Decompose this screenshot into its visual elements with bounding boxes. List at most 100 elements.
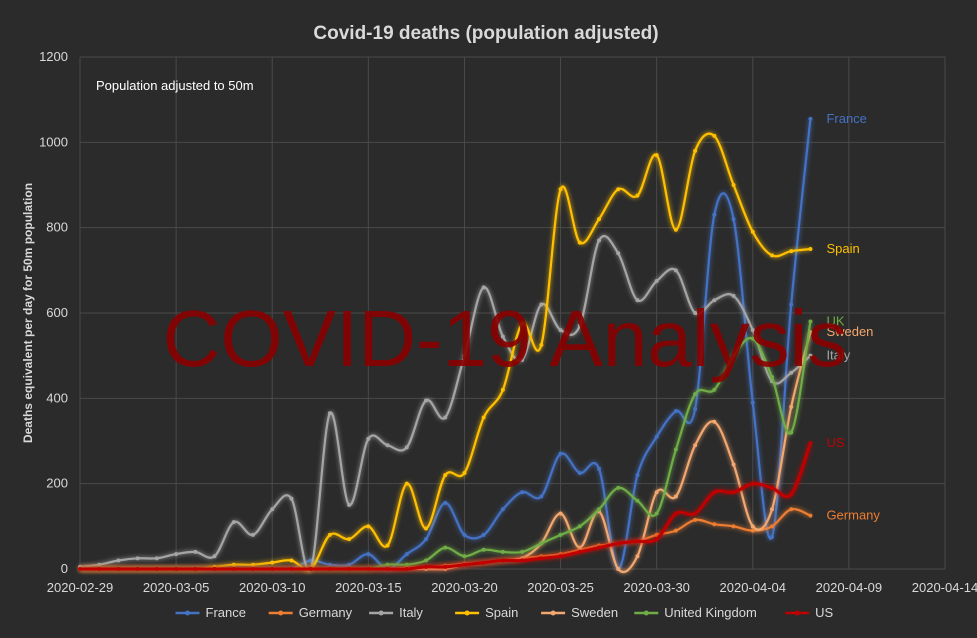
data-point (327, 411, 332, 416)
data-point (212, 554, 217, 559)
series-line (79, 234, 812, 572)
data-point (712, 490, 717, 495)
data-point (808, 116, 813, 121)
data-point (712, 419, 717, 424)
data-point (693, 407, 698, 411)
data-point (174, 552, 179, 557)
data-point (539, 302, 544, 307)
data-point (520, 357, 525, 362)
data-point (481, 285, 486, 290)
y-tick-label: 200 (46, 476, 68, 491)
data-point (673, 447, 678, 452)
data-point (462, 471, 467, 475)
data-point (693, 148, 698, 153)
data-point (712, 387, 717, 392)
data-point (558, 187, 563, 192)
data-point (673, 528, 678, 533)
data-point (347, 503, 352, 507)
y-axis-label: Deaths equivalent per day for 50m popula… (21, 183, 35, 443)
data-point (135, 556, 140, 561)
legend-label: United Kingdom (664, 605, 757, 620)
series-end-label: Germany (826, 508, 880, 523)
data-point (789, 370, 794, 375)
data-point (789, 430, 794, 435)
data-point (558, 451, 563, 456)
data-point (654, 490, 659, 495)
data-point (539, 556, 544, 561)
series-end-label: UK (826, 314, 844, 329)
y-tick-label: 400 (46, 390, 68, 405)
data-point (78, 567, 82, 571)
data-point (654, 532, 659, 537)
data-point (366, 436, 371, 441)
data-point (308, 567, 313, 571)
data-point (481, 560, 486, 565)
data-point (577, 524, 582, 529)
data-point (443, 500, 448, 505)
axes: 0 200 400 600 800 1000 1200 2020-02-29 2020-03-0… (39, 49, 977, 595)
data-point (462, 353, 467, 358)
data-point (635, 498, 640, 503)
data-point (424, 564, 428, 569)
data-point (693, 311, 698, 315)
series-italy (78, 234, 813, 572)
data-point (577, 545, 582, 550)
data-point (289, 567, 294, 571)
series-end-label: Sweden (826, 324, 873, 339)
data-point (731, 462, 736, 467)
data-point (731, 293, 736, 298)
data-point (558, 554, 563, 559)
legend-label: Sweden (571, 605, 618, 620)
data-point (770, 485, 774, 490)
data-point (135, 567, 140, 571)
data-point (558, 532, 563, 537)
data-point (750, 524, 755, 529)
legend-marker (464, 610, 470, 616)
data-point (808, 247, 813, 251)
x-tick-label: 2020-04-09 (816, 580, 883, 595)
series-end-label: Spain (826, 241, 859, 256)
x-tick-label: 2020-04-14 (912, 580, 977, 595)
data-point (443, 415, 448, 420)
legend-item: Spain (455, 605, 518, 620)
data-point (616, 567, 621, 571)
watermark-text: COVID-19 Analysis (163, 294, 848, 383)
series-end-label: France (826, 111, 866, 126)
data-point (789, 492, 794, 497)
data-point (808, 319, 813, 324)
data-point (750, 336, 755, 341)
data-point (97, 567, 102, 571)
data-point (289, 496, 294, 501)
data-point (347, 537, 352, 542)
data-point (231, 567, 236, 571)
x-tick-label: 2020-03-25 (527, 580, 594, 595)
x-tick-label: 2020-03-20 (431, 580, 498, 595)
series-layer (78, 116, 813, 574)
data-point (750, 481, 755, 486)
data-point (251, 532, 255, 537)
data-point (539, 494, 544, 499)
data-point (424, 398, 428, 403)
data-point (462, 554, 467, 559)
legend-marker (550, 610, 556, 616)
data-point (693, 511, 698, 516)
data-point (404, 445, 409, 450)
y-tick-label: 0 (61, 561, 68, 576)
data-point (347, 567, 352, 571)
data-point (270, 507, 275, 512)
legend-marker (794, 610, 800, 616)
data-point (635, 473, 640, 478)
data-point (654, 537, 659, 542)
data-point (693, 517, 698, 522)
x-tick-label: 2020-03-30 (623, 580, 690, 595)
data-point (520, 558, 525, 563)
data-point (789, 249, 794, 254)
data-point (327, 562, 332, 567)
data-point (635, 554, 640, 559)
data-point (597, 466, 601, 471)
data-point (385, 567, 390, 571)
data-point (577, 471, 582, 475)
data-point (673, 268, 678, 273)
